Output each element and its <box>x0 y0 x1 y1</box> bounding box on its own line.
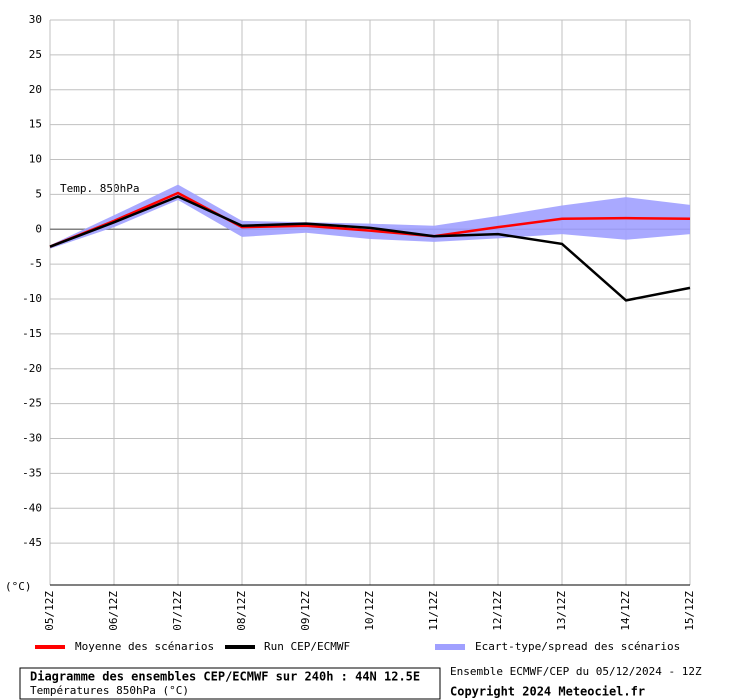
legend-label: Ecart-type/spread des scénarios <box>475 640 680 653</box>
y-tick-label: -5 <box>29 257 42 270</box>
y-tick-label: 20 <box>29 83 42 96</box>
x-tick-label: 11/12Z <box>427 591 440 631</box>
y-unit-label: (°C) <box>5 580 32 593</box>
x-tick-label: 14/12Z <box>619 591 632 631</box>
y-tick-label: 10 <box>29 153 42 166</box>
x-tick-label: 08/12Z <box>235 591 248 631</box>
x-tick-label: 05/12Z <box>43 591 56 631</box>
y-tick-label: -40 <box>22 501 42 514</box>
footer-box <box>19 667 441 700</box>
run-info: Ensemble ECMWF/CEP du 05/12/2024 - 12Z <box>450 665 702 678</box>
y-tick-label: -35 <box>22 466 42 479</box>
y-tick-label: -45 <box>22 536 42 549</box>
y-tick-label: 0 <box>35 222 42 235</box>
legend-label: Run CEP/ECMWF <box>264 640 350 653</box>
x-tick-label: 12/12Z <box>491 591 504 631</box>
x-tick-label: 09/12Z <box>299 591 312 631</box>
y-tick-label: -15 <box>22 327 42 340</box>
legend-label: Moyenne des scénarios <box>75 640 214 653</box>
spread-band <box>50 184 690 249</box>
x-tick-label: 13/12Z <box>555 591 568 631</box>
footer-subtitle: Températures 850hPa (°C) <box>30 684 189 697</box>
y-tick-label: 5 <box>35 187 42 200</box>
x-tick-label: 07/12Z <box>171 591 184 631</box>
x-tick-label: 15/12Z <box>683 591 696 631</box>
y-tick-label: 15 <box>29 118 42 131</box>
x-tick-label: 10/12Z <box>363 591 376 631</box>
y-tick-label: -25 <box>22 397 42 410</box>
series-line <box>49 195 691 302</box>
x-tick-label: 06/12Z <box>107 591 120 631</box>
y-tick-label: -10 <box>22 292 42 305</box>
y-tick-label: -30 <box>22 432 42 445</box>
y-tick-label: 30 <box>29 13 42 26</box>
footer-title: Diagramme des ensembles CEP/ECMWF sur 24… <box>30 670 420 684</box>
y-tick-label: 25 <box>29 48 42 61</box>
y-tick-label: -20 <box>22 362 42 375</box>
annotation: Temp. 850hPa <box>60 182 139 195</box>
series-line <box>49 191 691 248</box>
copyright: Copyright 2024 Meteociel.fr <box>450 685 645 699</box>
